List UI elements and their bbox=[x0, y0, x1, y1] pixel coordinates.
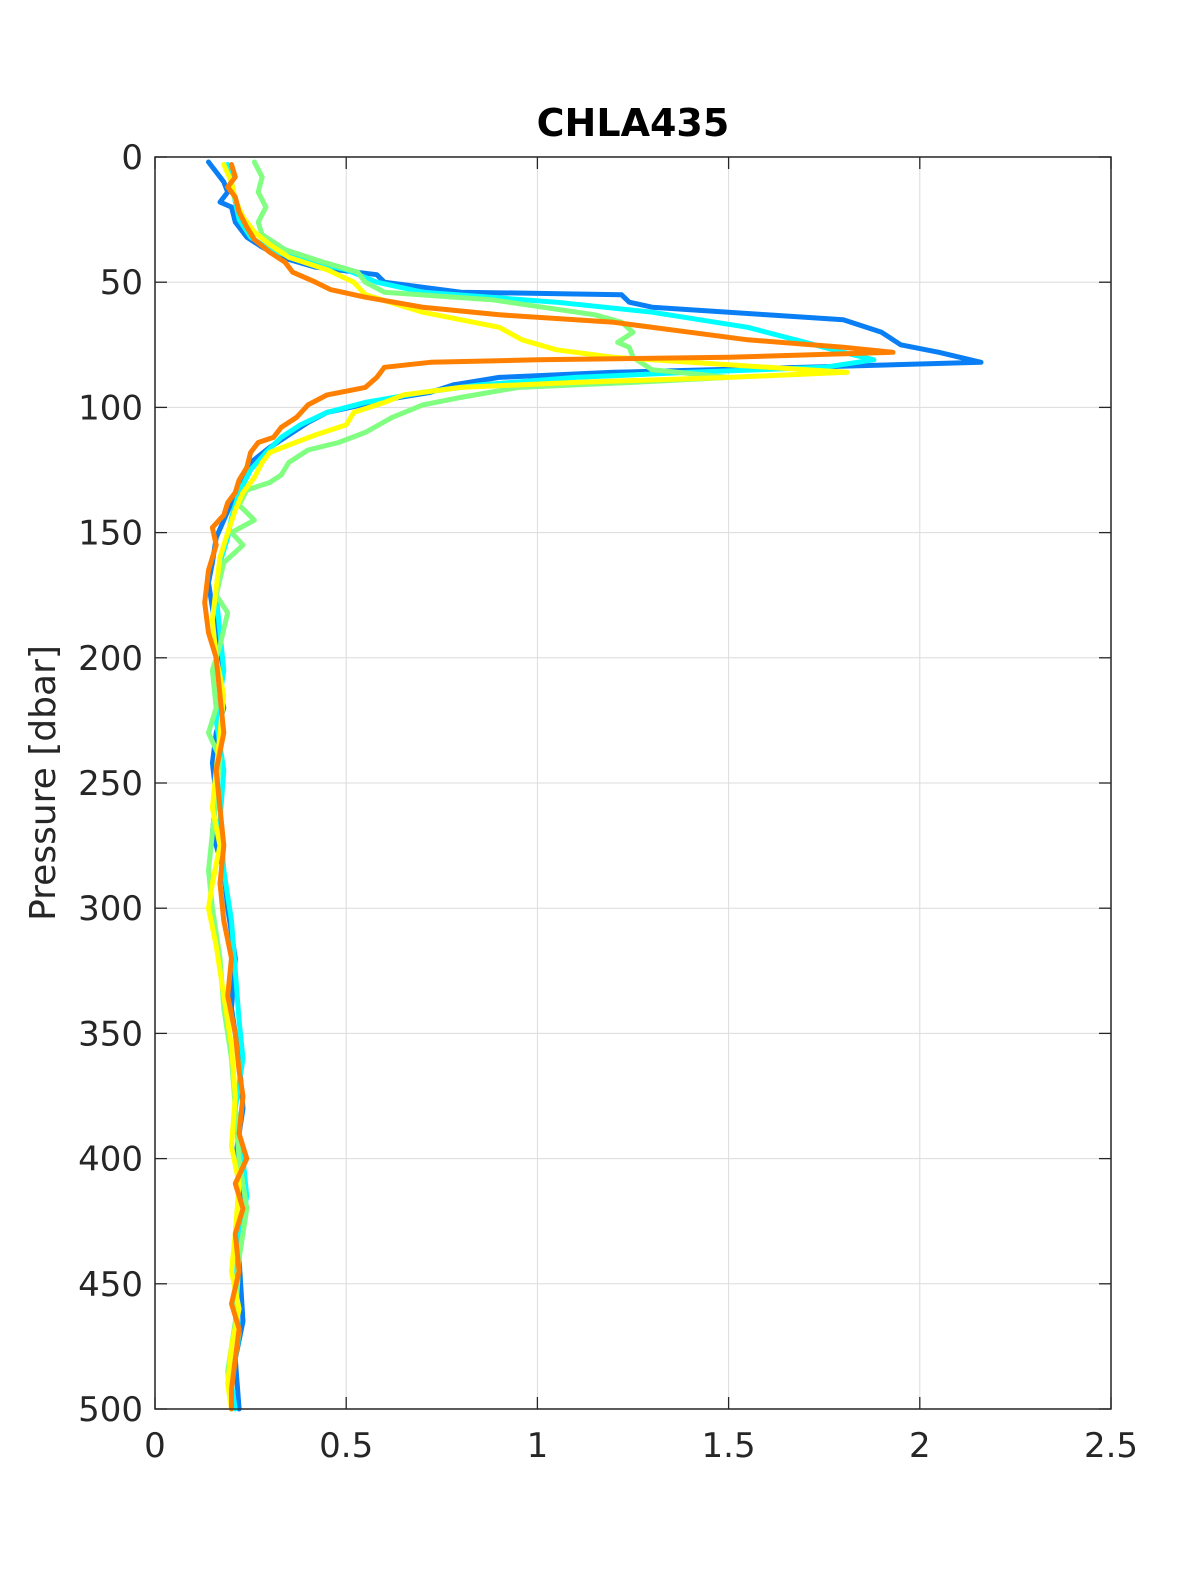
series-line-2 bbox=[213, 162, 877, 1412]
y-tick-label: 400 bbox=[78, 1140, 143, 1180]
tick-marks bbox=[154, 156, 1112, 1410]
x-tick-label: 1.5 bbox=[702, 1426, 756, 1466]
series-line-3 bbox=[206, 159, 732, 1412]
x-tick-label: 0.5 bbox=[319, 1426, 373, 1466]
x-tick-labels: 0 0.5 1 1.5 2 2.5 bbox=[144, 1426, 1138, 1466]
y-tick-labels: 0 50 100 150 200 250 300 350 400 450 500 bbox=[78, 138, 143, 1430]
y-axis-label: Pressure [dbar] bbox=[23, 645, 64, 921]
x-tick-label: 2 bbox=[909, 1426, 931, 1466]
y-tick-label: 0 bbox=[121, 138, 143, 178]
x-tick-label: 1 bbox=[527, 1426, 549, 1466]
x-tick-label: 2.5 bbox=[1084, 1426, 1138, 1466]
y-tick-label: 500 bbox=[78, 1390, 143, 1430]
series-lines bbox=[202, 159, 984, 1412]
y-tick-label: 250 bbox=[78, 764, 143, 804]
y-tick-label: 150 bbox=[78, 514, 143, 554]
x-tick-label: 0 bbox=[144, 1426, 166, 1466]
y-tick-label: 50 bbox=[100, 263, 143, 303]
y-tick-label: 100 bbox=[78, 388, 143, 428]
y-tick-label: 350 bbox=[78, 1014, 143, 1054]
chart-title: CHLA435 bbox=[537, 101, 730, 145]
series-line-5 bbox=[202, 162, 896, 1412]
y-tick-label: 300 bbox=[78, 889, 143, 929]
y-tick-label: 200 bbox=[78, 639, 143, 679]
y-tick-label: 450 bbox=[78, 1265, 143, 1305]
